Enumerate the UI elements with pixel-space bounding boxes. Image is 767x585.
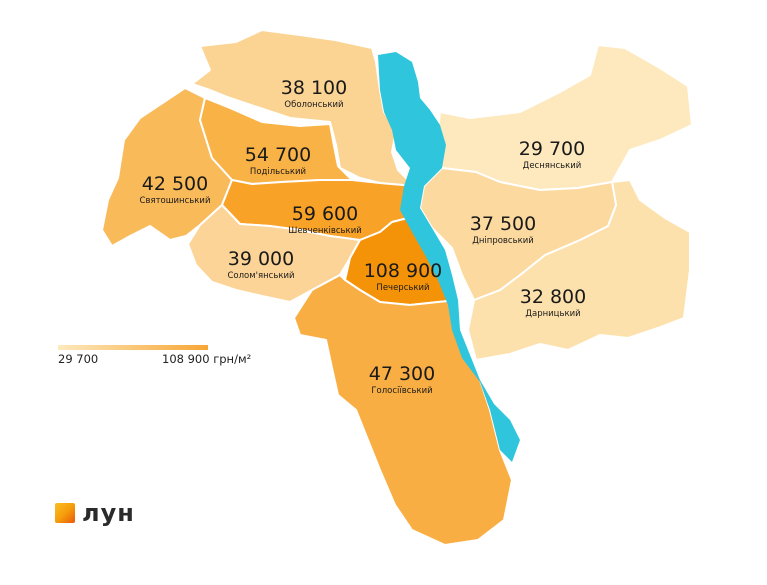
logo-square-icon xyxy=(55,503,75,523)
svg-text:Святошинський: Святошинський xyxy=(140,196,211,206)
svg-text:Дніпровський: Дніпровський xyxy=(472,236,534,246)
svg-text:42 500: 42 500 xyxy=(142,173,208,195)
river-dnipro xyxy=(378,52,520,462)
svg-text:Деснянський: Деснянський xyxy=(523,161,582,171)
svg-text:38 100: 38 100 xyxy=(281,77,347,99)
district-label-dniprovskyi: 37 500 Дніпровський xyxy=(470,213,536,246)
svg-text:108 900: 108 900 xyxy=(364,260,443,282)
svg-text:Оболонський: Оболонський xyxy=(284,100,343,110)
district-label-solomianskyi: 39 000 Солом'янський xyxy=(227,248,294,281)
district-label-sviatoshynskyi: 42 500 Святошинський xyxy=(140,173,211,206)
district-label-obolonskyi: 38 100 Оболонський xyxy=(281,77,347,110)
legend-max-label: 108 900 грн/м² xyxy=(162,352,252,366)
district-label-desnianskyi: 29 700 Деснянський xyxy=(519,138,585,171)
svg-text:47 300: 47 300 xyxy=(369,363,435,385)
legend-min-label: 29 700 xyxy=(58,352,99,366)
svg-text:39 000: 39 000 xyxy=(228,248,294,270)
district-label-darnytskyi: 32 800 Дарницький xyxy=(520,286,586,319)
svg-text:Дарницький: Дарницький xyxy=(525,309,580,319)
brand-logo: лун xyxy=(55,499,135,527)
svg-text:Подільський: Подільський xyxy=(250,167,306,177)
district-label-pecherskyi: 108 900 Печерський xyxy=(364,260,443,293)
district-label-shevchenkivskyi: 59 600 Шевченківський xyxy=(288,203,362,236)
legend-gradient-bar xyxy=(58,345,208,350)
logo-text: лун xyxy=(82,499,135,527)
svg-text:Солом'янський: Солом'янський xyxy=(227,271,294,281)
svg-text:54 700: 54 700 xyxy=(245,144,311,166)
svg-text:Шевченківський: Шевченківський xyxy=(288,226,362,236)
svg-text:Голосіївський: Голосіївський xyxy=(371,386,432,396)
svg-text:29 700: 29 700 xyxy=(519,138,585,160)
svg-text:59 600: 59 600 xyxy=(292,203,358,225)
district-label-holosiivskyi: 47 300 Голосіївський xyxy=(369,363,435,396)
district-label-podilskyi: 54 700 Подільський xyxy=(245,144,311,177)
svg-text:32 800: 32 800 xyxy=(520,286,586,308)
svg-text:37 500: 37 500 xyxy=(470,213,536,235)
svg-text:Печерський: Печерський xyxy=(376,283,429,293)
